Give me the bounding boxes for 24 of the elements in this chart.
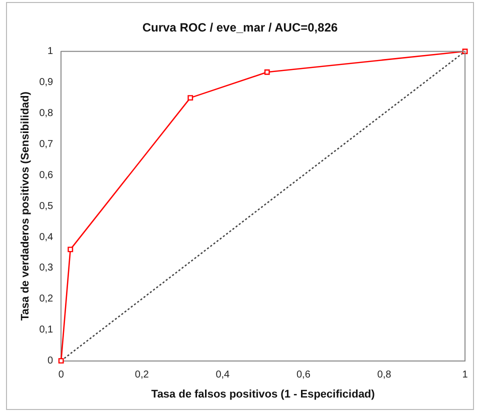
y-tick-label: 0,8 bbox=[39, 108, 54, 120]
y-tick-label: 0,1 bbox=[39, 324, 54, 336]
x-axis-title: Tasa de falsos positivos (1 - Especificidad) bbox=[151, 388, 376, 400]
point bbox=[188, 95, 194, 101]
x-tick-label: 0,4 bbox=[216, 370, 230, 381]
y-tick-label: 0,3 bbox=[39, 262, 54, 274]
y-tick-label: 1 bbox=[48, 46, 54, 58]
y-tick-label: 0,4 bbox=[39, 232, 54, 243]
y-tick-label: 0 bbox=[48, 356, 54, 367]
point bbox=[264, 69, 270, 75]
chart-title: Curva ROC / eve_mar / AUC=0,826 bbox=[142, 20, 338, 35]
y-tick-label: 0,7 bbox=[39, 138, 54, 150]
point bbox=[68, 246, 74, 252]
x-tick-label: 0 bbox=[58, 370, 64, 381]
y-tick-label: 0,9 bbox=[39, 77, 54, 88]
y-axis-title: Tasa de verdaderos positivos (Sensibilidad) bbox=[20, 91, 32, 321]
x-tick-label: 0,2 bbox=[134, 370, 150, 381]
y-tick-label: 0,2 bbox=[39, 294, 54, 305]
x-tick-label: 1 bbox=[462, 370, 468, 381]
x-tick-label: 0,6 bbox=[296, 370, 311, 381]
y-tick-label: 0,5 bbox=[39, 200, 54, 212]
point bbox=[58, 358, 64, 364]
y-tick-label: 0,6 bbox=[39, 170, 54, 181]
x-tick-label: 0,8 bbox=[377, 370, 392, 381]
